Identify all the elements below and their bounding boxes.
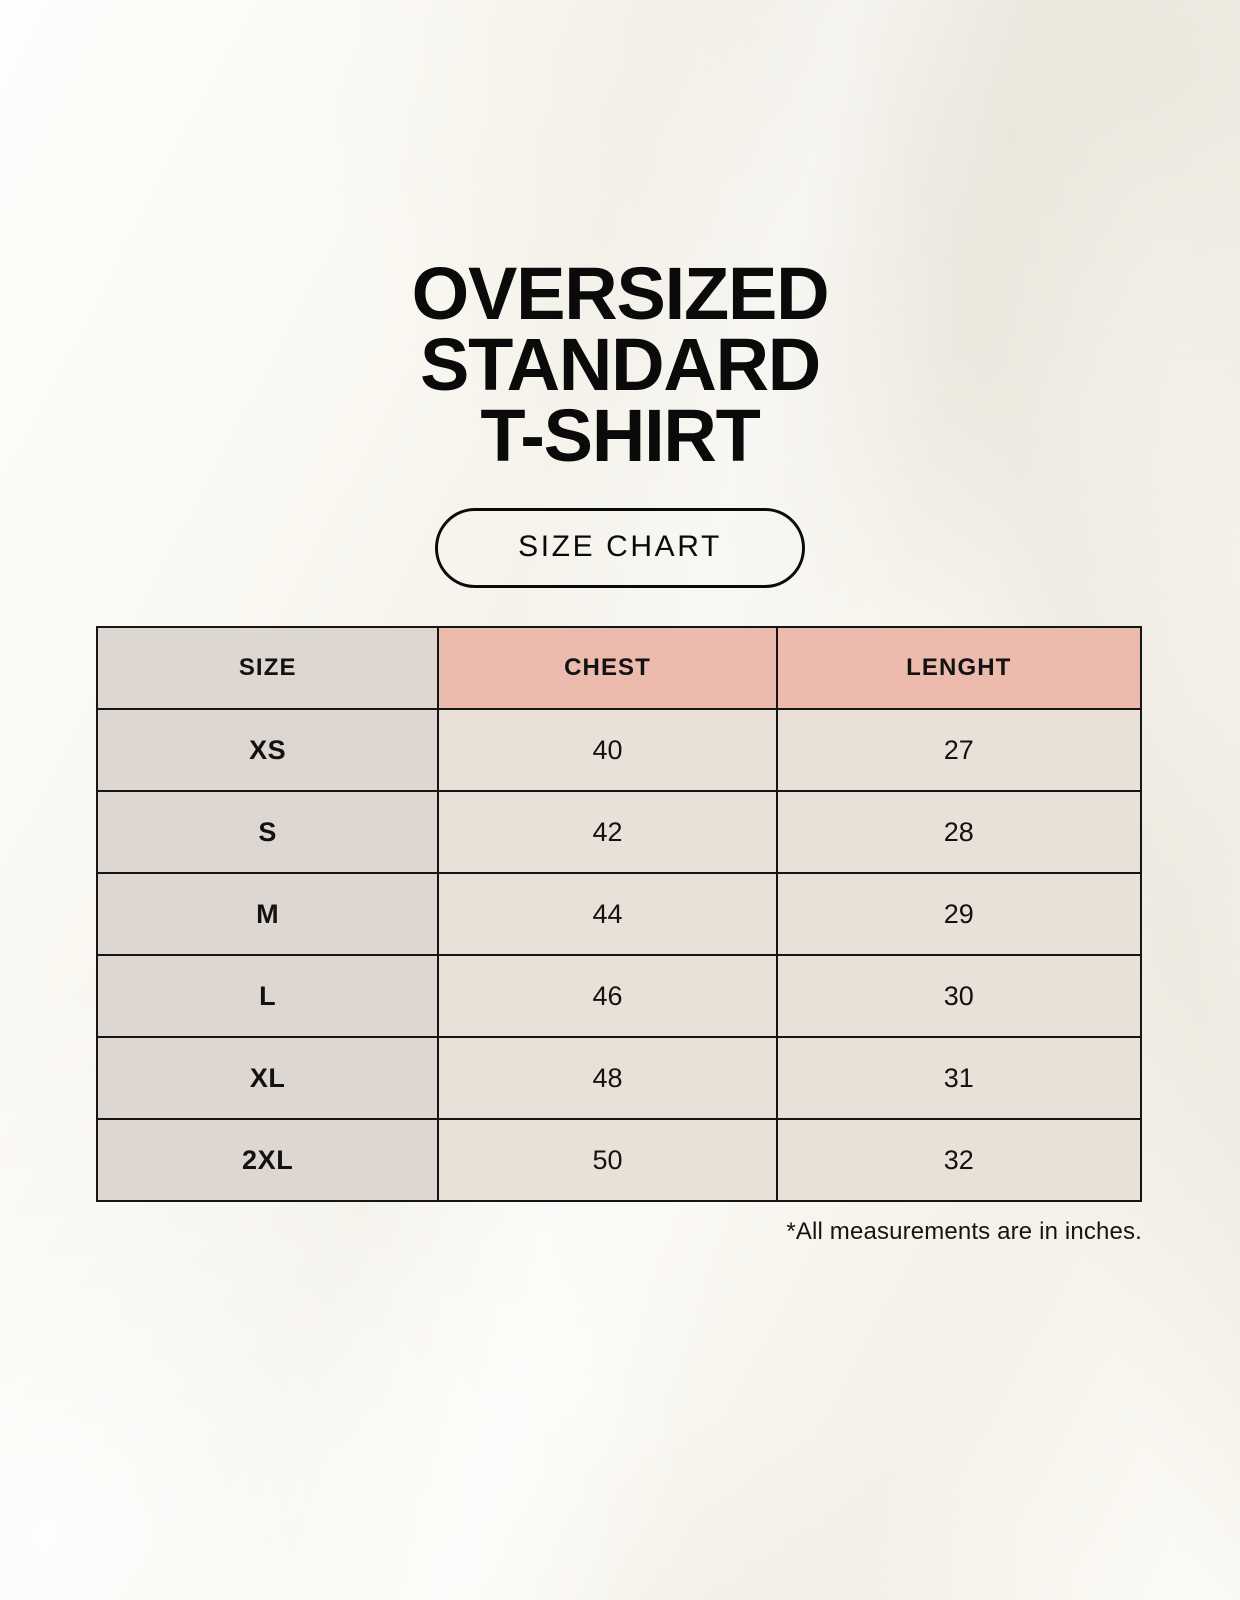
table-row: M 44 29 <box>95 872 1143 956</box>
column-header-chest: CHEST <box>437 626 778 710</box>
table-row: XL 48 31 <box>95 1036 1143 1120</box>
cell-length: 27 <box>775 708 1143 792</box>
cell-length: 31 <box>775 1036 1143 1120</box>
title-line-3: T-SHIRT <box>480 394 761 478</box>
size-chart-badge-wrap: SIZE CHART <box>0 508 1240 588</box>
table-row: XS 40 27 <box>95 708 1143 792</box>
size-table-container: SIZE CHEST LENGHT XS 40 27 S 42 28 M <box>95 626 1143 1202</box>
table-row: 2XL 50 32 <box>95 1118 1143 1202</box>
measurements-footnote: *All measurements are in inches. <box>786 1218 1142 1245</box>
size-chart-badge: SIZE CHART <box>435 508 805 588</box>
column-header-length: LENGHT <box>775 626 1143 710</box>
size-table-body: XS 40 27 S 42 28 M 44 29 L 46 30 <box>95 708 1143 1202</box>
title-line-2: STANDARD <box>419 323 821 407</box>
cell-chest: 50 <box>437 1118 778 1202</box>
page-title: OVERSIZED STANDARD T-SHIRT <box>0 252 1240 478</box>
cell-length: 32 <box>775 1118 1143 1202</box>
column-header-size: SIZE <box>95 626 440 710</box>
cell-chest: 48 <box>437 1036 778 1120</box>
cell-size: L <box>95 954 440 1038</box>
cell-chest: 42 <box>437 790 778 874</box>
cell-size: 2XL <box>95 1118 440 1202</box>
cell-size: XL <box>95 1036 440 1120</box>
cell-size: XS <box>95 708 440 792</box>
size-table-head: SIZE CHEST LENGHT <box>95 626 1143 710</box>
cell-chest: 44 <box>437 872 778 956</box>
cell-size: S <box>95 790 440 874</box>
cell-chest: 46 <box>437 954 778 1038</box>
table-row: L 46 30 <box>95 954 1143 1038</box>
cell-chest: 40 <box>437 708 778 792</box>
table-row: S 42 28 <box>95 790 1143 874</box>
title-line-1: OVERSIZED <box>411 252 830 335</box>
cell-length: 28 <box>775 790 1143 874</box>
size-table: SIZE CHEST LENGHT XS 40 27 S 42 28 M <box>95 626 1143 1202</box>
table-header-row: SIZE CHEST LENGHT <box>95 626 1143 710</box>
cell-size: M <box>95 872 440 956</box>
cell-length: 30 <box>775 954 1143 1038</box>
cell-length: 29 <box>775 872 1143 956</box>
